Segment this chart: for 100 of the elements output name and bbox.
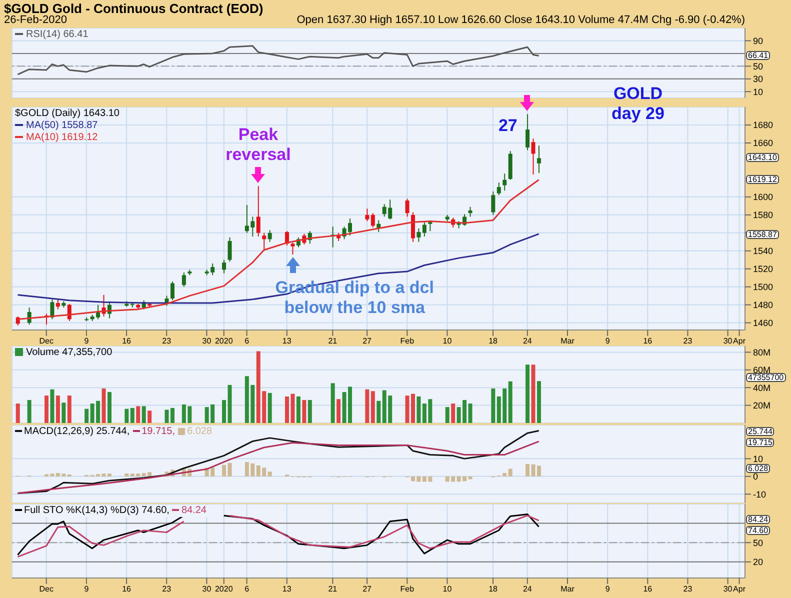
y-tick-label: 1520 (753, 264, 774, 274)
bar (27, 400, 32, 423)
x-tick-label: 24 (522, 584, 532, 594)
x-tick-label: 23 (162, 336, 172, 346)
y-tick-label: 60M (753, 365, 771, 376)
bar (62, 402, 66, 423)
x-tick-label: 16 (122, 336, 132, 346)
candlestick (416, 228, 421, 242)
x-tick-label: Dec (39, 584, 54, 594)
x-tick-label: 27 (362, 336, 372, 346)
bar (142, 406, 146, 423)
x-tick-label: 18 (488, 336, 498, 346)
line-series (16, 440, 540, 494)
x-tick-label: 9 (605, 336, 610, 346)
x-tick-label: 9 (84, 584, 90, 594)
y-tick-label: 10 (753, 454, 764, 464)
bar (124, 408, 129, 423)
bar (84, 408, 89, 423)
text: Open 1637.30 High 1657.10 Low 1626.60 Close 1643.10 Volume 47.4M Chg -6.90 (-0.42%) (296, 14, 745, 26)
bar (56, 396, 60, 423)
y-tick-label: 10 (753, 86, 764, 97)
bar (136, 406, 140, 423)
x-tick-label: 21 (328, 584, 338, 594)
candlestick (256, 186, 260, 237)
legend-label: 19.715, (140, 426, 175, 437)
x-tick-label: 2020 (214, 584, 234, 594)
bar (365, 389, 370, 423)
candlestick (268, 230, 272, 242)
candlestick (370, 212, 375, 228)
candlestick (290, 242, 295, 255)
text: 47355700 (746, 373, 786, 382)
bar (107, 392, 112, 423)
candlestick (170, 280, 174, 301)
bar (130, 408, 134, 423)
x-tick-label: 23 (683, 336, 693, 346)
candlestick (491, 191, 496, 216)
candlestick (262, 232, 266, 250)
bar (376, 400, 381, 423)
candlestick (222, 259, 226, 274)
x-tick-label: Feb (400, 584, 415, 594)
bar (468, 404, 472, 423)
bar (370, 391, 375, 423)
y-tick-label: 90 (753, 36, 764, 46)
x-tick-label: 24 (522, 336, 532, 346)
x-tick-label: 30 (202, 336, 212, 346)
legend-label: MACD(12,26,9) 25.744, (23, 426, 130, 437)
bar (268, 392, 272, 423)
candlestick (56, 298, 60, 310)
x-tick-label: 27 (362, 584, 372, 594)
bar (526, 464, 530, 476)
x-tick-label: 23 (162, 584, 172, 594)
x-tick-label: 30 (723, 336, 733, 346)
candlestick (228, 236, 232, 262)
x-tick-label: 2020 (214, 336, 234, 346)
y-tick-label: 1600 (753, 192, 774, 202)
annotation: Peak reversal (224, 125, 292, 166)
candlestick (531, 138, 536, 175)
x-tick-label: 9 (84, 336, 90, 346)
candlestick (536, 145, 541, 174)
bar (491, 388, 496, 423)
text: 74.60 (746, 526, 770, 535)
bar (526, 364, 530, 423)
y-tick-label: 80M (753, 347, 771, 358)
candlestick (502, 173, 507, 192)
text: 1619.12 (746, 175, 779, 184)
bar (102, 388, 106, 423)
y-tick-label: 1460 (753, 318, 774, 328)
x-tick-label: Mar (560, 584, 575, 594)
x-tick-label: 13 (282, 584, 292, 594)
x-tick-label: 18 (488, 584, 498, 594)
x-tick-label: 16 (122, 584, 132, 594)
bar (508, 381, 512, 423)
y-tick-label: 50 (753, 61, 764, 72)
bar (296, 396, 300, 423)
y-tick-label: 1500 (753, 282, 774, 292)
bar (536, 381, 541, 423)
bar (336, 399, 341, 423)
annotation: 27 (497, 116, 518, 136)
bar (50, 389, 54, 423)
x-tick-label: 16 (643, 336, 653, 346)
bar (531, 364, 536, 423)
chart-subtitle: 26-Feb-2020 (4, 14, 67, 26)
chart-title: $GOLD Gold - Continuous Contract (EOD) (4, 1, 264, 16)
y-tick-label: 50 (753, 538, 764, 548)
text: 19.715 (746, 438, 774, 447)
text: 1558.87 (746, 230, 779, 239)
bar (16, 404, 20, 423)
candlestick (496, 182, 501, 196)
y-tick-label: 20 (753, 557, 764, 568)
x-tick-label: 21 (328, 336, 338, 346)
legend-label: Volume 47,355,700 (25, 347, 112, 359)
y-tick-label: -10 (753, 489, 766, 500)
x-tick-label: Dec (39, 336, 54, 346)
x-tick-label: Apr (733, 584, 746, 594)
x-tick-label: 6 (244, 336, 250, 346)
x-tick-label: 13 (282, 336, 292, 346)
legend-label: 6.028 (186, 426, 212, 437)
chart-title: $GOLD (Daily) 1643.10 (15, 108, 120, 120)
y-tick-label: 1480 (753, 300, 774, 310)
bar (67, 396, 72, 423)
